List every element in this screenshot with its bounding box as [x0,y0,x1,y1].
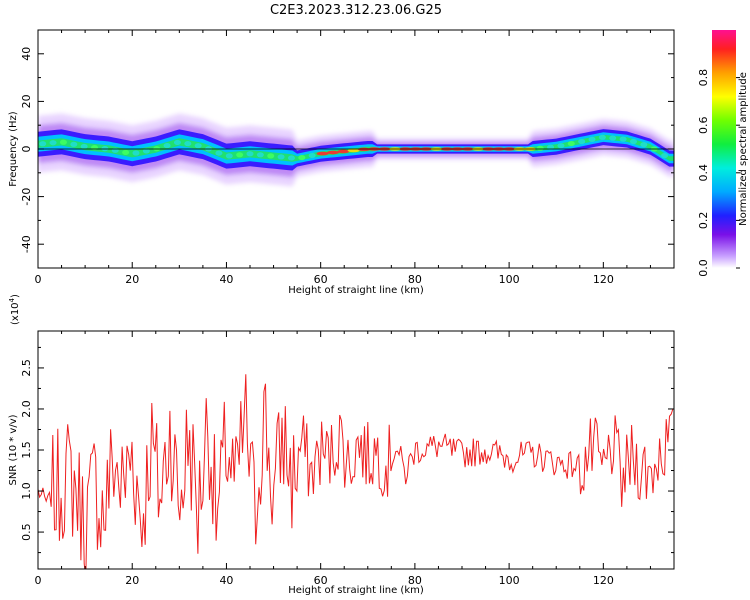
snr-x-tick-label: 20 [125,574,139,587]
spectrogram-x-axis-label: Height of straight line (km) [288,285,424,296]
snr-x-tick-label: 120 [593,574,614,587]
spectrogram-y-tick-label: 40 [20,47,33,61]
spectrogram-panel: 0 20 40 60 80 100 120 -40 -20 0 20 40 Height of str… [8,29,675,296]
spectrogram-core-blob [163,142,171,149]
spectrogram-core-blob [598,134,606,140]
spectrogram-x-tick-label: 120 [593,273,614,286]
colorbar-ticks: 0.0 0.2 0.4 0.6 0.8 [697,69,740,277]
spectrogram-y-tick-label: -20 [20,188,33,206]
snr-x-axis-label: Height of straight line (km) [288,585,424,596]
spectrogram-core-blob [326,150,339,155]
spectrogram-core-blob [267,153,275,159]
spectrogram-core-blob [111,147,119,153]
spectrogram-core-blob [246,151,254,157]
spectrogram-core-blob [80,143,88,150]
spectrogram-core-blob [619,136,627,142]
spectrogram-y-tick-label: 20 [20,94,33,108]
spectrogram-y-axis-label: Frequency (Hz) [8,111,19,187]
spectrogram-x-tick-label: 100 [499,273,520,286]
spectrogram-core-blob [59,139,67,145]
spectrogram-core-blob [536,145,544,151]
spectrogram-core-blob [298,154,306,161]
snr-x-tick-label: 0 [35,574,42,587]
spectrogram-x-tick-label: 60 [314,273,328,286]
spectrogram-heatmap [38,113,674,187]
spectrogram-core-blob [588,136,596,142]
snr-series-line [38,374,674,569]
snr-y-tick-label: 2.5 [20,359,33,377]
figure-title: C2E3.2023.312.23.06.G25 [270,3,442,18]
snr-y-tick-label: 1.0 [20,482,33,500]
colorbar-tick-label: 0.2 [697,212,710,230]
spectrogram-core-blob [132,150,140,156]
snr-scale-prefix: (x10 [10,302,21,325]
spectrogram-core-blob [609,135,617,141]
snr-y-tick-label: 2.0 [20,400,33,418]
colorbar-tick-label: 0.6 [697,116,710,134]
spectrogram-core-blob [567,140,575,147]
spectrogram-core-blob [316,151,329,156]
snr-y-axis-label: SNR (10 * v/v) [8,414,19,485]
spectrogram-core-blob [287,155,295,161]
spectrogram-core-blob [557,143,565,149]
spectrogram-core-blob [629,138,637,145]
spectrogram-core-blob [194,143,202,149]
spectrogram-core-blob [308,152,316,159]
spectrogram-core-blob [578,138,586,145]
snr-x-tick-label: 60 [314,574,328,587]
spectrogram-core-blob [122,149,130,156]
colorbar: 0.0 0.2 0.4 0.6 0.8 Normalized spectral ampl… [697,30,749,277]
colorbar-tick-label: 0.4 [697,164,710,182]
snr-ticks: 0 20 40 60 80 100 120 0.5 1.0 1.5 2.0 2.5 [20,331,675,587]
snr-x-tick-label: 100 [499,574,520,587]
spectrogram-core-blob [70,141,78,147]
snr-y-tick-label: 1.5 [20,441,33,459]
spectrogram-core-blob [236,152,244,158]
colorbar-tick-label: 0.8 [697,69,710,87]
spectrogram-ticks: 0 20 40 60 80 100 120 -40 -20 0 20 40 [20,29,675,286]
spectrogram-core-blob [215,150,223,156]
colorbar-gradient [712,30,736,268]
spectrogram-core-blob [347,148,360,153]
snr-x-tick-label: 40 [219,574,233,587]
snr-y-tick-label: 0.5 [20,523,33,541]
spectrogram-y-tick-label: -40 [20,235,33,253]
spectrogram-core-blob [277,154,285,160]
spectrogram-core-blob [49,140,57,146]
spectrogram-core-blob [173,139,181,146]
spectrogram-core-blob [256,152,264,158]
snr-scale-suffix: ) [10,294,21,298]
spectrogram-core-blob [661,152,669,159]
spectrogram-core-blob [225,153,233,159]
spectrogram-core [39,134,669,161]
spectrogram-core-blob [337,149,350,154]
spectrogram-x-tick-label: 40 [219,273,233,286]
snr-scale-exponent: 4 [8,297,16,302]
spectrogram-band-green [38,134,674,162]
spectrogram-core-blob [640,142,648,148]
spectrogram-x-tick-label: 80 [408,273,422,286]
spectrogram-core-blob [142,148,150,154]
colorbar-label: Normalized spectral amplitude [738,72,749,226]
spectrogram-core-blob [39,141,47,147]
spectrogram-core-blob [184,140,192,147]
spectrogram-core-blob [547,144,555,150]
snr-x-tick-label: 80 [408,574,422,587]
colorbar-tick-label: 0.0 [697,259,710,277]
spectrogram-x-tick-label: 0 [35,273,42,286]
spectrogram-y-tick-label: 0 [20,146,33,153]
snr-scale-factor: (x104) [8,294,21,325]
spectrogram-x-tick-label: 20 [125,273,139,286]
snr-panel: 0 20 40 60 80 100 120 0.5 1.0 1.5 2.0 2.5 Height of… [8,294,675,596]
